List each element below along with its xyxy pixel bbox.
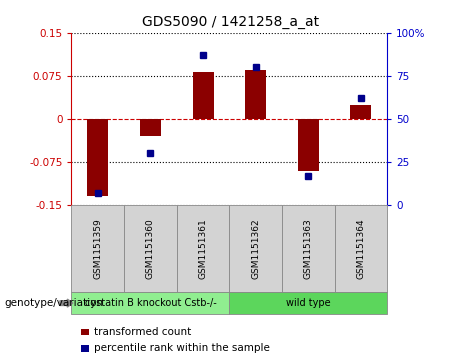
Text: GSM1151363: GSM1151363 <box>304 218 313 279</box>
Text: wild type: wild type <box>286 298 331 308</box>
Text: GSM1151360: GSM1151360 <box>146 218 155 279</box>
Text: GSM1151364: GSM1151364 <box>356 218 366 279</box>
Text: GSM1151359: GSM1151359 <box>93 218 102 279</box>
Text: GDS5090 / 1421258_a_at: GDS5090 / 1421258_a_at <box>142 15 319 29</box>
Text: cystatin B knockout Cstb-/-: cystatin B knockout Cstb-/- <box>84 298 216 308</box>
Bar <box>245 70 266 119</box>
Text: percentile rank within the sample: percentile rank within the sample <box>94 343 270 354</box>
Bar <box>140 119 161 136</box>
Text: transformed count: transformed count <box>94 327 191 337</box>
Bar <box>193 72 213 119</box>
Bar <box>350 105 372 119</box>
Text: genotype/variation: genotype/variation <box>5 298 104 308</box>
Text: GSM1151362: GSM1151362 <box>251 218 260 279</box>
Bar <box>87 119 108 196</box>
Text: GSM1151361: GSM1151361 <box>199 218 207 279</box>
Bar <box>298 119 319 171</box>
